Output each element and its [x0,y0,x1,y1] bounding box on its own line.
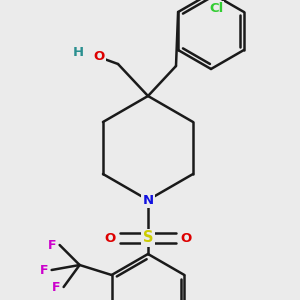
Text: O: O [93,50,105,62]
Text: F: F [47,238,56,251]
Text: H: H [72,46,84,59]
Text: O: O [104,232,116,244]
Text: S: S [143,230,153,245]
Text: F: F [39,263,48,277]
Text: N: N [142,194,154,206]
Text: Cl: Cl [209,2,223,16]
Text: O: O [180,232,192,244]
Text: F: F [51,280,60,293]
